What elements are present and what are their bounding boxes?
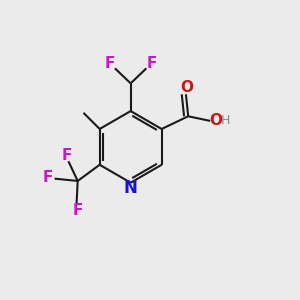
Text: N: N: [124, 179, 138, 197]
Text: F: F: [146, 56, 157, 71]
Text: F: F: [105, 56, 115, 71]
Text: F: F: [43, 170, 53, 185]
Text: F: F: [73, 203, 83, 218]
Text: H: H: [220, 114, 230, 127]
Text: F: F: [61, 148, 72, 163]
Text: O: O: [210, 113, 223, 128]
Text: O: O: [180, 80, 193, 95]
